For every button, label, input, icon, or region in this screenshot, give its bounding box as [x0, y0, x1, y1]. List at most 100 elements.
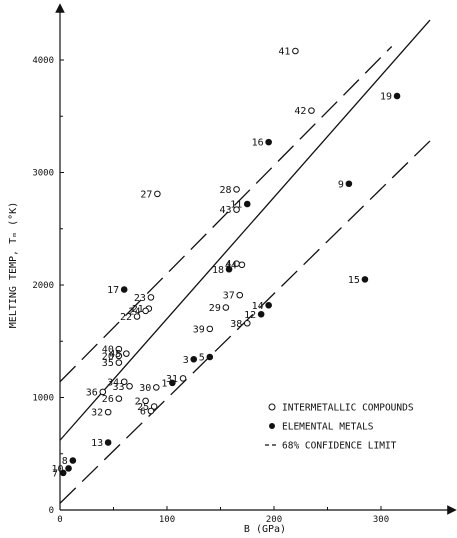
elemental-point: [69, 457, 77, 464]
point-label: 23: [134, 293, 146, 304]
elemental-point: [265, 138, 272, 146]
x-axis-ticks: 0 100 200 300: [57, 506, 389, 525]
point-label: 33: [113, 382, 125, 393]
point-label: 9: [338, 179, 344, 190]
elemental-point: [59, 469, 67, 477]
intermetallic-point: [133, 313, 141, 320]
intermetallic-point: [233, 206, 240, 213]
elemental-point: [169, 379, 176, 387]
point-label: 7: [52, 468, 58, 479]
intermetallic-point: [206, 325, 214, 333]
legend: INTERMETALLIC COMPOUNDS ELEMENTAL METALS…: [265, 403, 414, 452]
point-label: 13: [91, 438, 103, 449]
elemental-point: [393, 92, 401, 100]
elemental-point: [225, 265, 233, 273]
x-tick-label: 0: [57, 515, 62, 525]
y-tick-label: 4000: [32, 56, 54, 66]
intermetallic-point: [233, 186, 240, 193]
point-label: 32: [91, 408, 103, 419]
y-axis-ticks: 0 1000 2000 3000 4000: [32, 56, 64, 516]
legend-label-confidence: 68% CONFIDENCE LIMIT: [282, 441, 397, 452]
intermetallic-point: [147, 294, 155, 301]
x-tick-label: 300: [373, 515, 389, 525]
intermetallic-point: [115, 359, 123, 366]
intermetallic-point: [179, 375, 187, 382]
intermetallic-point: [115, 345, 123, 353]
y-tick-label: 3000: [32, 169, 54, 179]
point-label: 3: [183, 355, 189, 366]
point-label: 11: [230, 200, 242, 211]
point-label: 36: [86, 387, 98, 398]
elemental-point: [104, 439, 112, 446]
elemental-point: [345, 180, 353, 188]
axes: [55, 3, 457, 515]
intermetallic-point: [150, 403, 158, 410]
point-label: 10: [52, 464, 64, 475]
elemental-point: [265, 301, 272, 309]
intermetallic-point: [308, 107, 315, 114]
point-label: 39: [193, 324, 205, 335]
intermetallic-point: [99, 388, 107, 396]
point-label: 45: [109, 349, 121, 360]
point-label: 8: [62, 456, 68, 467]
point-label: 16: [252, 138, 264, 149]
point-label: 40: [102, 345, 114, 356]
point-label: 28: [220, 185, 232, 196]
legend-label-elemental: ELEMENTAL METALS: [282, 422, 374, 433]
point-label: 43: [220, 205, 232, 216]
legend-open-circle-marker: [268, 403, 276, 411]
elemental-point: [190, 355, 198, 363]
point-label: 6: [140, 407, 146, 418]
y-tick-label: 1000: [32, 394, 54, 404]
intermetallic-point: [142, 397, 149, 405]
point-label: 19: [380, 92, 392, 103]
point-label: 27: [140, 189, 152, 200]
elemental-point: [206, 353, 214, 361]
elemental-point: [361, 276, 369, 283]
point-label: 4: [226, 259, 232, 270]
intermetallic-point: [292, 47, 299, 55]
point-label: 18: [212, 265, 224, 276]
elemental-point: [243, 200, 251, 208]
point-label: 20: [102, 351, 114, 362]
intermetallic-point: [222, 304, 230, 311]
point-label: 14: [252, 301, 264, 312]
point-label: 17: [107, 285, 119, 296]
point-label: 5: [199, 353, 205, 364]
intermetallic-point: [147, 407, 155, 415]
point-label: 30: [139, 383, 151, 394]
point-label: 22: [120, 312, 132, 323]
regression-line: [59, 19, 431, 441]
intermetallic-point: [115, 395, 123, 402]
intermetallic-point: [243, 319, 251, 327]
point-label: 2: [135, 396, 141, 407]
x-tick-label: 200: [266, 515, 282, 525]
point-label: 1: [161, 378, 167, 389]
point-label: 29: [209, 303, 221, 314]
point-label: 38: [230, 319, 242, 330]
legend-label-intermetallic: INTERMETALLIC COMPOUNDS: [282, 403, 414, 414]
intermetallic-point: [104, 408, 112, 416]
confidence-limit-line: [59, 46, 393, 383]
intermetallic-point: [153, 384, 160, 391]
y-tick-label: 0: [49, 506, 54, 516]
point-label: 44: [225, 260, 237, 271]
point-label: 34: [107, 377, 119, 388]
elemental-point: [120, 286, 128, 293]
fit-lines: [59, 19, 431, 504]
intermetallic-point: [154, 190, 161, 198]
x-axis-title: B (GPa): [244, 524, 286, 535]
elemental-point: [65, 465, 72, 472]
point-label: 35: [102, 358, 114, 369]
point-label: 25: [137, 402, 149, 413]
point-label: 12: [244, 310, 256, 321]
legend-filled-circle-marker: [269, 423, 275, 429]
y-tick-label: 2000: [32, 281, 54, 291]
point-label: 41: [278, 47, 290, 58]
point-label: 26: [102, 394, 114, 405]
intermetallic-point: [126, 382, 133, 390]
intermetallic-point: [238, 261, 246, 269]
intermetallic-point: [142, 307, 149, 315]
